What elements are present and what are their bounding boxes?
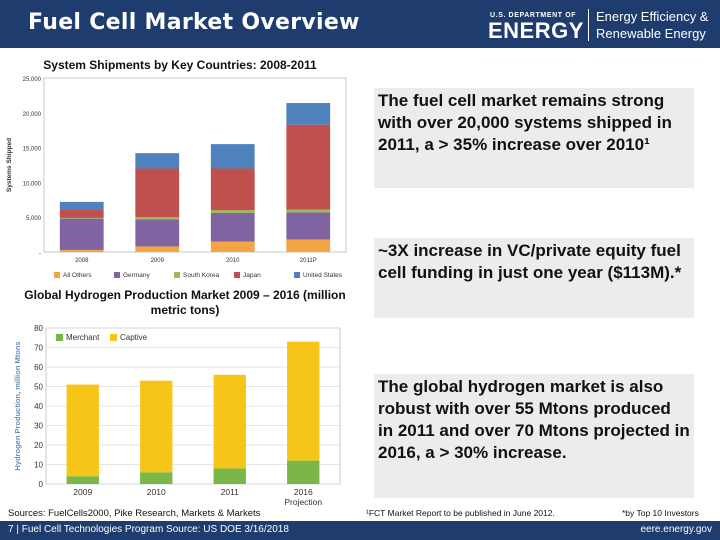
eere-logo-line2: Renewable Energy — [596, 26, 706, 41]
legend-label: All Others — [63, 272, 92, 279]
y-axis-label: Systems Shipped — [6, 138, 13, 192]
logo-divider — [588, 9, 589, 41]
legend-swatch — [294, 272, 300, 278]
y-tick-label: 40 — [34, 402, 43, 411]
legend-swatch — [174, 272, 180, 278]
note-shipments: The fuel cell market remains strong with… — [374, 88, 694, 188]
bar-segment — [286, 103, 331, 125]
x-tick-label: 2009 — [151, 258, 165, 264]
bar-segment — [59, 218, 104, 250]
bar-segment — [135, 219, 180, 247]
sources-text: Sources: FuelCells2000, Pike Research, M… — [8, 508, 261, 519]
bar-segment — [286, 209, 331, 213]
slide-title: Fuel Cell Market Overview — [28, 10, 360, 35]
plot-frame — [43, 77, 347, 253]
footer-url[interactable]: eere.energy.gov — [640, 524, 712, 535]
y-tick-label: 50 — [34, 383, 43, 392]
bar-segment — [59, 201, 104, 210]
bar-segment — [210, 144, 255, 169]
bar-segment — [287, 460, 320, 484]
bar-segment — [59, 217, 104, 219]
note-funding: ~3X increase in VC/private equity fuel c… — [374, 238, 694, 318]
y-tick-label: 20 — [34, 441, 43, 450]
x-tick-label: 2008 — [75, 258, 89, 264]
bar-segment — [140, 380, 173, 473]
bar-segment — [140, 472, 173, 484]
x-tick-label: 2010 — [147, 487, 166, 497]
x-tick-label: 2009 — [73, 487, 92, 497]
footer-source: 7 | Fuel Cell Technologies Program Sourc… — [8, 524, 289, 535]
legend-label: Germany — [123, 272, 150, 279]
footnote-report: ¹FCT Market Report to be published in Ju… — [366, 508, 555, 518]
legend-swatch — [54, 272, 60, 278]
bar-segment — [213, 374, 246, 469]
legend-label: Japan — [243, 272, 261, 279]
doe-logo-text: ENERGY — [488, 18, 584, 43]
y-tick-label: 0 — [39, 480, 44, 489]
bar-segment — [210, 241, 255, 252]
y-tick-label: 5,000 — [26, 216, 42, 222]
x-tick-sublabel: Projection — [284, 497, 322, 507]
y-tick-label: 30 — [34, 422, 43, 431]
y-tick-label: 80 — [34, 324, 43, 333]
y-tick-label: 25,000 — [23, 77, 42, 83]
y-tick-label: 70 — [34, 344, 43, 353]
legend-label: South Korea — [183, 272, 220, 279]
bar-segment — [286, 124, 331, 210]
footnote-investors: *by Top 10 Investors — [622, 508, 699, 518]
legend-swatch — [234, 272, 240, 278]
bar-segment — [59, 249, 104, 252]
legend-swatch — [110, 334, 117, 341]
bar-segment — [135, 168, 180, 218]
footer-bar: 7 | Fuel Cell Technologies Program Sourc… — [0, 521, 720, 540]
bar-segment — [286, 239, 331, 252]
y-axis-label: Hydrogen Production, million Mtons — [13, 341, 22, 470]
bar-segment — [66, 384, 99, 477]
y-tick-label: 60 — [34, 363, 43, 372]
legend-label: Merchant — [66, 333, 100, 342]
y-tick-label: 15,000 — [23, 147, 42, 153]
legend-swatch — [114, 272, 120, 278]
x-tick-label: 2010 — [226, 258, 240, 264]
note-hydrogen: The global hydrogen market is also robus… — [374, 374, 694, 498]
legend-label: United States — [303, 272, 343, 279]
bar-segment — [213, 468, 246, 484]
bar-segment — [210, 210, 255, 214]
bar-segment — [135, 153, 180, 169]
legend-swatch — [56, 334, 63, 341]
x-tick-label: 2011P — [300, 258, 317, 264]
header-bar: Fuel Cell Market Overview U.S. DEPARTMEN… — [0, 0, 720, 48]
bar-segment — [286, 212, 331, 240]
doe-logo-small-text: U.S. DEPARTMENT OF — [490, 12, 577, 19]
y-tick-label: 10 — [34, 461, 43, 470]
x-tick-label: 2016 — [294, 487, 313, 497]
y-tick-label: 10,000 — [23, 181, 42, 187]
chart-title-shipments: System Shipments by Key Countries: 2008-… — [43, 58, 317, 72]
y-tick-label: 20,000 — [23, 112, 42, 118]
bar-segment — [66, 476, 99, 484]
bar-segment — [135, 217, 180, 220]
bar-segment — [210, 168, 255, 211]
bar-segment — [210, 213, 255, 242]
shipments-chart: - 5,000 10,000 15,000 20,000 25,000 Systems Sh… — [6, 77, 347, 279]
eere-logo-line1: Energy Efficiency & — [596, 9, 709, 24]
hydrogen-chart: 0 10 20 30 40 50 60 70 80 Hydrogen Production, mi… — [13, 324, 341, 507]
y-tick-label: - — [39, 251, 41, 257]
legend-label: Captive — [120, 333, 148, 342]
chart-title-hydrogen: Global Hydrogen Production Market 2009 –… — [24, 288, 346, 317]
x-tick-label: 2011 — [221, 487, 240, 497]
bar-segment — [135, 246, 180, 252]
bar-segment — [59, 209, 104, 218]
bar-segment — [287, 341, 320, 461]
